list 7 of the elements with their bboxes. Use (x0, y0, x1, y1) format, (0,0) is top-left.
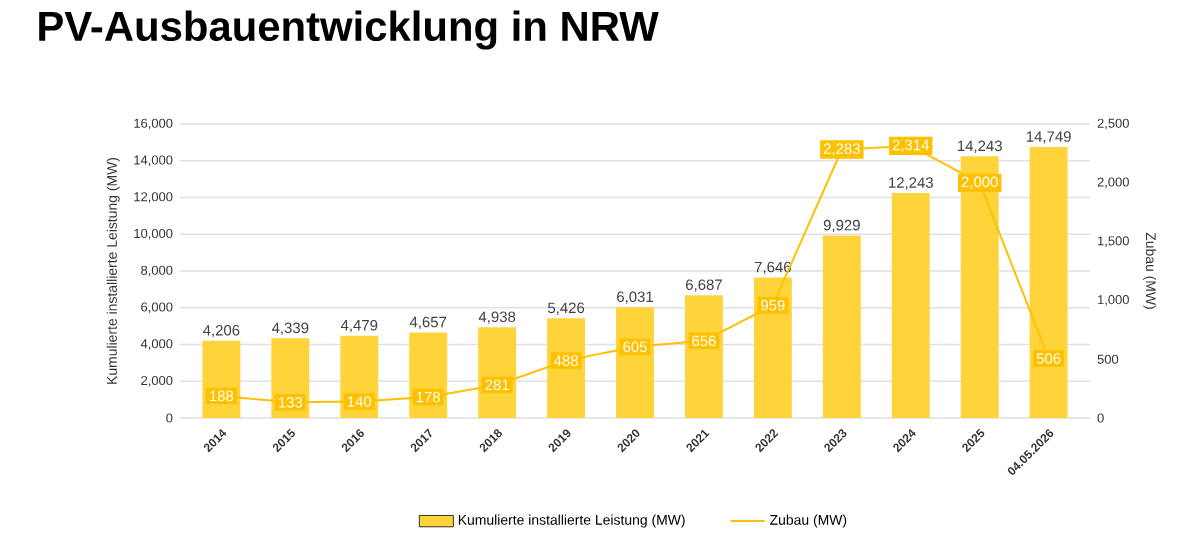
bar (891, 193, 930, 418)
bar (1029, 146, 1068, 418)
bar (684, 295, 723, 418)
bar (960, 156, 999, 418)
bar (822, 235, 861, 418)
chart-title: PV-Ausbauentwicklung in NRW (39, 10, 659, 50)
bar (753, 277, 792, 418)
